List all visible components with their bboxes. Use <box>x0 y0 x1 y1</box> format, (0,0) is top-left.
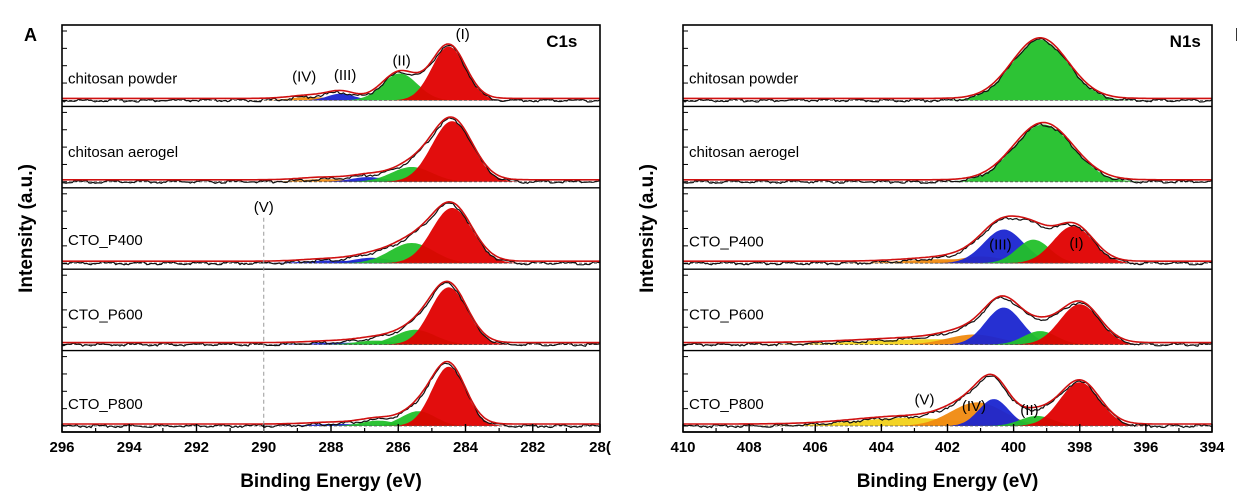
fit-envelope <box>683 121 1212 181</box>
fit-component <box>62 179 600 182</box>
fit-component <box>683 304 1212 345</box>
fit-envelope <box>62 280 600 344</box>
fit-component <box>62 366 600 426</box>
spectrum-4 <box>682 373 1213 429</box>
peak-label: (IV) <box>962 398 986 415</box>
spectrum-3 <box>61 280 601 347</box>
x-tick-label: 396 <box>1133 439 1158 456</box>
measured-spectrum <box>61 282 601 347</box>
x-tick-label: 400 <box>1001 439 1026 456</box>
y-axis-title: Intensity (a.u.) <box>637 164 658 293</box>
spectrum-1 <box>683 121 1213 184</box>
sample-label: chitosan powder <box>689 71 798 88</box>
sample-label: CTO_P800 <box>68 396 143 413</box>
sample-label: CTO_P800 <box>689 396 764 413</box>
fit-envelope <box>683 373 1212 425</box>
sample-label: CTO_P400 <box>68 232 143 249</box>
peak-label: (II) <box>1020 402 1038 419</box>
reference-label: (V) <box>254 199 274 216</box>
x-tick-label: 284 <box>453 439 479 456</box>
fit-component <box>683 226 1212 264</box>
fit-component <box>683 402 1212 426</box>
peak-label: (III) <box>334 67 357 84</box>
x-tick-label: 294 <box>117 439 143 456</box>
fit-envelope <box>62 200 600 262</box>
x-tick-label: 406 <box>803 439 828 456</box>
spectrum-0 <box>682 37 1213 103</box>
x-tick-label: 402 <box>935 439 960 456</box>
peak-label: (I) <box>456 26 470 43</box>
sample-label: CTO_P400 <box>689 233 764 250</box>
spectrum-2 <box>61 200 601 266</box>
fit-component <box>62 93 600 101</box>
panel-b-n1s: Bchitosan powder chitosan aerogel CTO_P400… <box>637 24 1237 492</box>
x-axis-title: Binding Energy (eV) <box>240 471 422 492</box>
fit-component <box>683 39 1212 101</box>
x-tick-label: 404 <box>869 439 895 456</box>
fit-component <box>683 334 1212 345</box>
peak-label: (IV) <box>292 69 316 86</box>
x-tick-label: 398 <box>1067 439 1092 456</box>
region-label: N1s <box>1170 32 1201 51</box>
x-tick-label: 394 <box>1199 439 1225 456</box>
x-tick-label: 408 <box>737 439 762 456</box>
x-tick-label: 288 <box>318 439 343 456</box>
measured-spectrum <box>682 37 1213 103</box>
region-label: C1s <box>546 32 577 51</box>
sample-label: chitosan aerogel <box>68 144 178 161</box>
panel-letter: A <box>24 25 37 45</box>
peak-label: (V) <box>914 391 934 408</box>
sample-label: CTO_P600 <box>68 307 143 324</box>
x-axis-title: Binding Energy (eV) <box>857 471 1039 492</box>
spectrum-2 <box>682 215 1213 266</box>
x-tick-label: 292 <box>184 439 209 456</box>
spectrum-4 <box>61 360 601 429</box>
measured-spectrum <box>682 295 1213 347</box>
fit-component <box>683 256 1212 264</box>
peak-label: (II) <box>392 52 410 69</box>
sample-label: chitosan aerogel <box>689 144 799 161</box>
fit-component <box>62 46 600 101</box>
fit-envelope <box>683 37 1212 100</box>
x-tick-label: 410 <box>670 439 695 456</box>
fit-component <box>62 260 600 264</box>
spectrum-0 <box>61 43 601 103</box>
fit-envelope <box>62 360 600 425</box>
fit-envelope <box>683 295 1212 344</box>
fit-component <box>62 121 600 182</box>
y-axis-title: Intensity (a.u.) <box>16 164 37 293</box>
measured-spectrum <box>61 202 601 266</box>
fit-envelope <box>62 116 600 181</box>
spectrum-3 <box>682 295 1213 347</box>
peak-label: (I) <box>1069 235 1083 252</box>
fit-component <box>62 208 600 264</box>
fit-component <box>683 382 1212 426</box>
spectrum-1 <box>62 116 601 184</box>
x-tick-label: 28( <box>589 439 611 456</box>
fit-component <box>62 287 600 345</box>
fit-envelope <box>683 215 1212 262</box>
x-tick-label: 282 <box>520 439 545 456</box>
sample-label: chitosan powder <box>68 71 177 88</box>
panel-letter: B <box>1235 25 1237 45</box>
measured-spectrum <box>682 375 1213 429</box>
fit-component <box>683 124 1212 182</box>
measured-spectrum <box>682 217 1213 266</box>
x-tick-label: 290 <box>251 439 276 456</box>
sample-label: CTO_P600 <box>689 307 764 324</box>
x-tick-label: 286 <box>386 439 411 456</box>
fit-envelope <box>62 43 600 100</box>
x-tick-label: 296 <box>49 439 74 456</box>
peak-label: (III) <box>989 237 1012 254</box>
measured-spectrum <box>61 44 601 103</box>
